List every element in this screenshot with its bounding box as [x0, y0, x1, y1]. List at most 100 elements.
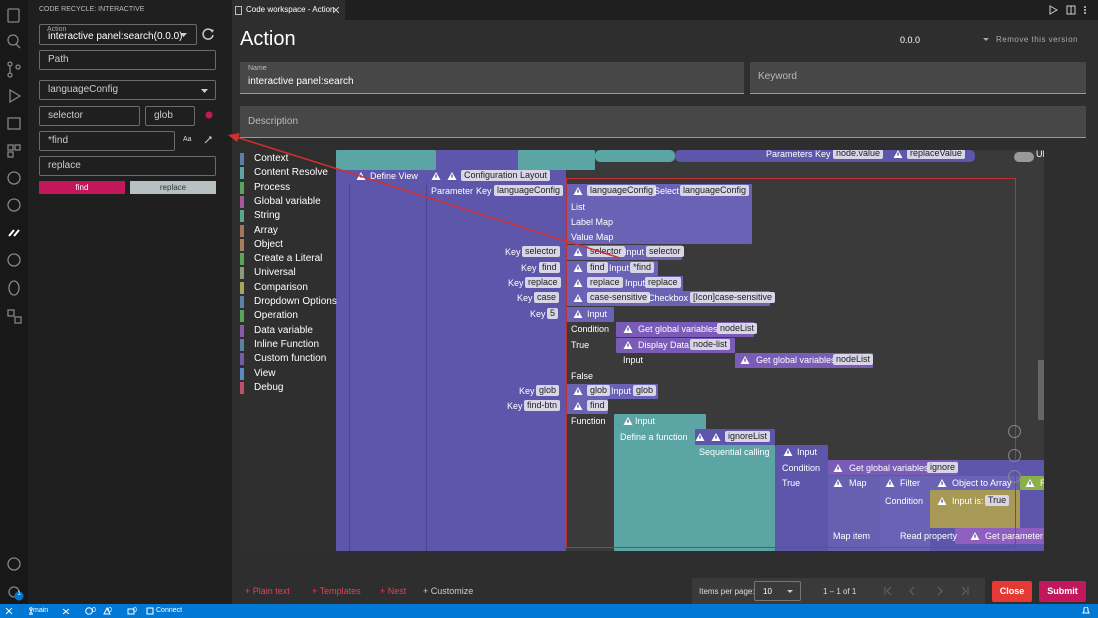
add-nest[interactable]: + Nest: [380, 586, 407, 596]
editor-tab[interactable]: Code workspace - Action: [232, 0, 345, 20]
block-icon: [356, 172, 366, 180]
config-select[interactable]: languageConfig: [39, 80, 216, 100]
category-color: [240, 338, 244, 351]
block-label: Input: [625, 278, 646, 288]
toolbox-category[interactable]: Data variable: [254, 324, 313, 336]
block-label: Get global variables: [756, 355, 836, 365]
toolbox-category[interactable]: Operation: [254, 310, 298, 322]
description-label: Description: [248, 116, 299, 127]
category-color: [240, 238, 244, 251]
block-label: Key: [815, 150, 831, 159]
version: 0.0.0: [900, 35, 921, 45]
word-toggle[interactable]: [203, 135, 213, 145]
close-button[interactable]: Close: [992, 581, 1032, 602]
replace-button[interactable]: replace: [130, 181, 216, 194]
name-field[interactable]: Name interactive panel:search: [240, 62, 744, 94]
toolbox-category[interactable]: Create a Literal: [254, 253, 323, 265]
block-label: Get global variables: [638, 324, 718, 334]
connect[interactable]: Connect: [156, 607, 183, 614]
category-color: [240, 296, 244, 308]
settings-badge: 1: [17, 591, 21, 597]
category-color: [240, 281, 244, 294]
toolbox-category[interactable]: Content Resolve: [254, 167, 328, 179]
block-label: True: [571, 340, 590, 350]
toolbox-category[interactable]: Dropdown Options: [254, 296, 337, 307]
block: [518, 150, 595, 170]
zoom-control[interactable]: [1008, 470, 1021, 483]
block-label: Function: [571, 416, 606, 426]
block: [349, 184, 350, 551]
toolbox-category[interactable]: Comparison: [254, 281, 308, 293]
block-icon: [623, 417, 633, 425]
find-button[interactable]: find: [39, 181, 125, 194]
dropdown-arrow: [180, 33, 187, 37]
selector-input[interactable]: selector: [39, 106, 140, 126]
status-icons: [5, 607, 135, 615]
submit-button[interactable]: Submit: [1039, 581, 1086, 602]
block-field: find-btn: [524, 400, 561, 411]
customize[interactable]: + Customize: [423, 586, 474, 596]
toolbox-category[interactable]: Debug: [254, 381, 284, 393]
block-label: Condition: [782, 463, 821, 473]
page-size-select[interactable]: 10: [754, 581, 801, 601]
find-input[interactable]: *find: [39, 131, 175, 151]
block-field: replaceValue: [907, 150, 965, 159]
description-field[interactable]: Description: [240, 106, 1086, 138]
page-size: 10: [763, 587, 772, 596]
error-count[interactable]: 0: [92, 607, 96, 614]
toolbox-category[interactable]: Inline Function: [254, 338, 320, 350]
block-field: Configuration Layout: [461, 170, 551, 181]
toolbox-category[interactable]: Array: [254, 224, 278, 236]
block-icon: [431, 172, 441, 180]
block-label: Key: [517, 293, 533, 303]
block-label: Key: [476, 186, 492, 196]
path-input[interactable]: Path: [39, 50, 216, 70]
toolbox-category[interactable]: String: [254, 210, 281, 222]
dropdown-arrow: [787, 590, 793, 593]
toolbox-category[interactable]: Universal: [254, 267, 296, 279]
selection-outline: [566, 178, 1016, 548]
block-icon: [937, 479, 947, 487]
action-label: Action: [47, 26, 67, 33]
tab-close[interactable]: [333, 7, 339, 13]
action-value: interactive panel:search(0.0.0): [48, 31, 183, 42]
toolbox-category[interactable]: Context: [254, 153, 289, 164]
glob-input[interactable]: glob: [145, 106, 195, 126]
toolbox-category[interactable]: Object: [254, 238, 283, 250]
refresh-button[interactable]: [202, 28, 215, 41]
toolbox-category[interactable]: Global variable: [254, 195, 321, 207]
activity-icons: [7, 8, 24, 601]
toolbox-category[interactable]: View: [254, 367, 276, 379]
warning-count[interactable]: 0: [108, 607, 112, 614]
tab-title: Code workspace - Action: [246, 5, 335, 14]
block-icon: [740, 356, 750, 364]
block-icon: [711, 433, 721, 441]
add-templates[interactable]: + Templates: [312, 586, 361, 596]
block-icon: [1025, 479, 1035, 487]
notifications[interactable]: [1082, 607, 1090, 615]
block: [336, 150, 436, 170]
toolbox-category[interactable]: Custom function: [254, 353, 327, 365]
add-plain-text[interactable]: + Plain text: [245, 586, 290, 596]
action-select[interactable]: Action interactive panel:search(0.0.0): [39, 24, 197, 45]
block-label: Define View: [370, 171, 418, 181]
zoom-control[interactable]: [1008, 425, 1021, 438]
block: [426, 184, 427, 551]
block-field: node-list: [690, 339, 731, 350]
regex-toggle[interactable]: [204, 110, 214, 120]
replace-input[interactable]: replace: [39, 156, 216, 176]
ports-count[interactable]: 0: [133, 607, 137, 614]
block: [880, 476, 930, 551]
block-label: Sequential calling: [699, 447, 770, 457]
block-label: Input: [635, 416, 656, 426]
block-label: Filter: [900, 478, 920, 488]
zoom-control[interactable]: [1008, 449, 1021, 462]
keyword-field[interactable]: Keyword: [750, 62, 1086, 94]
case-toggle[interactable]: Aa: [183, 136, 192, 143]
tab-bar: Code workspace - Action: [232, 0, 1098, 20]
block-label: Parameters: [766, 150, 813, 159]
remove-version[interactable]: Remove this version: [996, 35, 1078, 44]
branch[interactable]: main: [33, 607, 49, 614]
toolbox-category[interactable]: Process: [254, 181, 291, 193]
page-nav: [884, 586, 969, 596]
